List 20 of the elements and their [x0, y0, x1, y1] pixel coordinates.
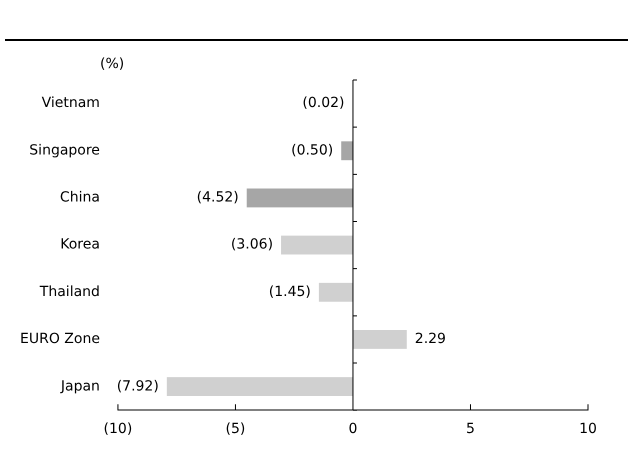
x-tick-label: (5): [226, 421, 246, 438]
y-tick-label: Singapore: [29, 142, 100, 158]
data-label: 2.29: [414, 331, 446, 348]
x-tick-label: (10): [104, 421, 132, 438]
data-label: (0.50): [291, 142, 334, 158]
y-axis-title: (%): [100, 56, 124, 72]
data-label: (1.45): [268, 284, 311, 300]
data-label: (0.02): [302, 95, 344, 112]
y-tick-label: China: [60, 190, 100, 206]
data-label: (4.52): [196, 190, 239, 206]
y-tick-label: Thailand: [38, 284, 100, 300]
y-tick-label: Vietnam: [42, 95, 100, 112]
x-tick-label: 10: [579, 421, 597, 438]
x-tick-label: 0: [348, 421, 358, 438]
data-label: (3.06): [230, 236, 274, 253]
y-tick-label: Japan: [60, 378, 100, 394]
data-label: (7.92): [116, 378, 159, 394]
y-tick-label: EURO Zone: [20, 331, 100, 348]
y-tick-label: Korea: [60, 236, 100, 253]
x-tick-label: 5: [466, 421, 475, 438]
